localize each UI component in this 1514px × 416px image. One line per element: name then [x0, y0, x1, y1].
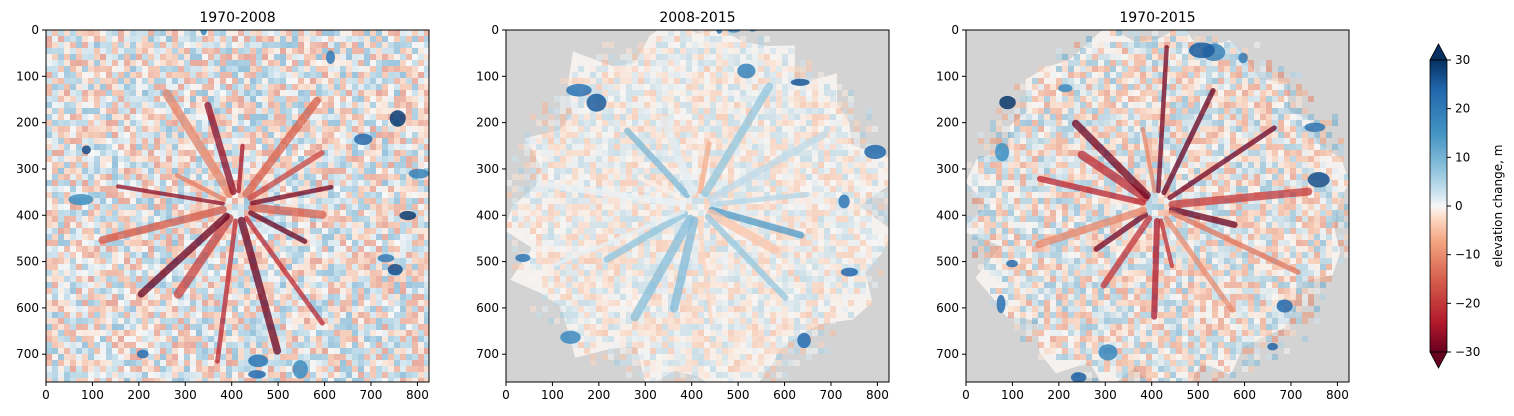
x-tick-label: 0	[502, 388, 510, 402]
y-tick-label: 200	[476, 116, 499, 130]
x-tick-label: 200	[1047, 388, 1070, 402]
x-tick-label: 600	[313, 388, 336, 402]
y-tick-label: 400	[936, 208, 959, 222]
x-tick-label: 800	[406, 388, 429, 402]
y-tick-label: 100	[476, 69, 499, 83]
y-tick-label: 700	[16, 347, 39, 361]
x-tick-label: 800	[866, 388, 889, 402]
x-tick-label: 600	[1233, 388, 1256, 402]
y-tick-label: 500	[476, 255, 499, 269]
y-tick-label: 0	[31, 23, 39, 37]
x-tick-label: 700	[1280, 388, 1303, 402]
x-tick-label: 200	[127, 388, 150, 402]
x-tick-label: 800	[1326, 388, 1349, 402]
colorbar-extend-min	[1430, 352, 1447, 368]
y-tick-label: 600	[16, 301, 39, 315]
x-tick-label: 700	[360, 388, 383, 402]
panel-title: 1970-2008	[199, 10, 275, 26]
heatmap-raster	[961, 26, 1350, 396]
y-tick-label: 700	[476, 347, 499, 361]
x-tick-label: 400	[1140, 388, 1163, 402]
x-tick-label: 300	[634, 388, 657, 402]
panel-title: 2008-2015	[659, 10, 735, 26]
x-tick-label: 400	[220, 388, 243, 402]
y-tick-label: 200	[16, 116, 39, 130]
colorbar-gradient	[1430, 60, 1447, 352]
x-tick-label: 100	[81, 388, 104, 402]
y-tick-label: 500	[936, 255, 959, 269]
y-tick-label: 300	[16, 162, 39, 176]
panel-1: 1970-2008 0 100 200 300 400 500 600 700 800 0 100 20…	[16, 10, 430, 402]
y-tick-label: 300	[476, 162, 499, 176]
colorbar-tick-label: 0	[1455, 199, 1463, 213]
y-tick-label: 300	[936, 162, 959, 176]
y-tick-label: 600	[936, 301, 959, 315]
heatmap-raster	[504, 17, 895, 394]
x-tick-label: 100	[1001, 388, 1024, 402]
panel-3: 1970-2015 0 100 200 300 400 500 600 700 800 0 100 20…	[936, 10, 1350, 402]
colorbar: 30 20 10 0 −10 −20 −30 elevation change, m	[1430, 44, 1505, 368]
colorbar-tick-label: −20	[1455, 296, 1480, 310]
x-tick-label: 500	[727, 388, 750, 402]
y-tick-label: 400	[476, 208, 499, 222]
x-tick-label: 500	[1187, 388, 1210, 402]
y-tick-label: 600	[476, 301, 499, 315]
y-tick-label: 700	[936, 347, 959, 361]
y-tick-label: 500	[16, 255, 39, 269]
x-tick-label: 100	[541, 388, 564, 402]
x-tick-label: 700	[820, 388, 843, 402]
x-tick-label: 0	[962, 388, 970, 402]
x-tick-label: 600	[773, 388, 796, 402]
colorbar-extend-max	[1430, 44, 1447, 60]
x-tick-label: 200	[587, 388, 610, 402]
colorbar-tick-label: −30	[1455, 345, 1480, 359]
colorbar-tick-label: −10	[1455, 248, 1480, 262]
colorbar-tick-label: 10	[1455, 150, 1470, 164]
panel-title: 1970-2015	[1119, 10, 1195, 26]
y-tick-label: 200	[936, 116, 959, 130]
colorbar-tick-label: 30	[1455, 53, 1470, 67]
x-tick-label: 0	[42, 388, 50, 402]
x-tick-label: 300	[1094, 388, 1117, 402]
y-tick-label: 100	[936, 69, 959, 83]
x-tick-label: 500	[267, 388, 290, 402]
panel-2: 2008-2015 0 100 200 300 400 500 600 700 800 0 100 20…	[476, 10, 895, 402]
colorbar-label: elevation change, m	[1491, 145, 1505, 268]
y-tick-label: 100	[16, 69, 39, 83]
y-tick-label: 400	[16, 208, 39, 222]
heatmap-raster	[46, 16, 430, 384]
y-tick-label: 0	[951, 23, 959, 37]
y-tick-label: 0	[491, 23, 499, 37]
colorbar-tick-label: 20	[1455, 102, 1470, 116]
x-tick-label: 400	[680, 388, 703, 402]
x-tick-label: 300	[174, 388, 197, 402]
